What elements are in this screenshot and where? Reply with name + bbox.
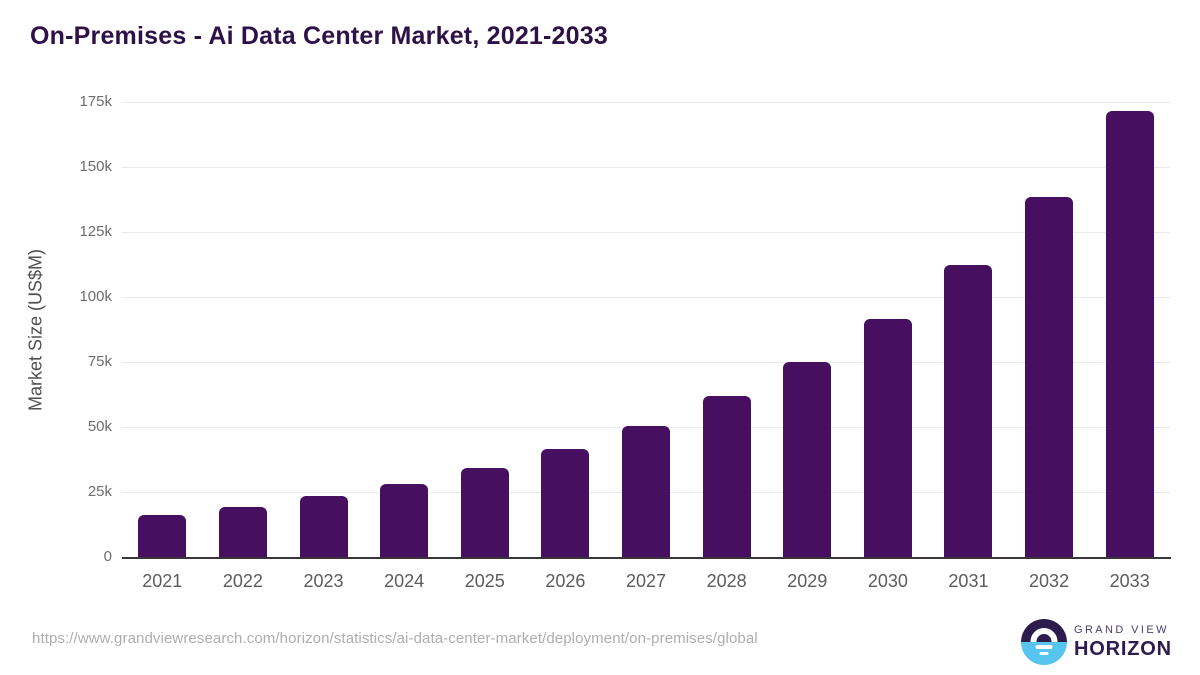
- bar-2028: [702, 396, 751, 557]
- x-tick-label: 2027: [625, 571, 667, 591]
- y-tick-label: 75k: [87, 353, 112, 370]
- gridline: [122, 232, 1170, 233]
- sun-reflection-line-icon: [1035, 645, 1053, 649]
- x-tick-label: 2033: [1109, 571, 1150, 591]
- sun-reflection-line-icon: [1039, 652, 1049, 655]
- horizon-logo-icon: [1021, 619, 1067, 665]
- gridline: [122, 102, 1170, 103]
- x-tick-label: 2022: [222, 571, 263, 591]
- x-tick-label: 2031: [948, 571, 989, 591]
- plot-area: [122, 102, 1170, 557]
- x-axis-line: [122, 557, 1171, 559]
- bar-2027: [622, 425, 670, 557]
- brand-name: GRAND VIEW: [1074, 624, 1169, 636]
- gridline: [122, 297, 1170, 298]
- bar-2023: [299, 496, 348, 557]
- bar-2031: [944, 264, 993, 557]
- y-tick-label: 150k: [79, 158, 112, 175]
- x-tick-label: 2023: [303, 571, 344, 591]
- y-tick-label: 0: [103, 548, 112, 565]
- y-tick-label: 175k: [79, 93, 112, 110]
- bar-2021: [138, 515, 187, 557]
- y-tick-label: 50k: [87, 418, 112, 435]
- x-tick-label: 2021: [142, 571, 183, 591]
- bar-2032: [1025, 197, 1074, 557]
- x-tick-label: 2025: [464, 571, 505, 591]
- page-title: On-Premises - Ai Data Center Market, 202…: [30, 22, 608, 50]
- y-tick-label: 25k: [87, 483, 112, 500]
- x-tick-label: 2028: [706, 571, 747, 591]
- sun-icon: [1030, 628, 1058, 642]
- x-tick-label: 2030: [867, 571, 908, 591]
- bar-2025: [460, 468, 509, 557]
- x-tick-label: 2026: [545, 571, 586, 591]
- source-url: https://www.grandviewresearch.com/horizo…: [32, 630, 758, 647]
- bar-2026: [541, 449, 590, 557]
- bar-2033: [1105, 111, 1154, 557]
- y-tick-label: 125k: [79, 223, 112, 240]
- bar-2024: [380, 484, 429, 557]
- gridline: [122, 167, 1170, 168]
- x-tick-label: 2032: [1029, 571, 1070, 591]
- brand-text: GRAND VIEW HORIZON: [1074, 624, 1172, 661]
- bar-2022: [218, 506, 267, 557]
- bar-2030: [863, 319, 912, 557]
- x-tick-label: 2029: [787, 571, 828, 591]
- x-tick-label: 2024: [384, 571, 425, 591]
- y-tick-label: 100k: [79, 288, 112, 305]
- brand-logo: GRAND VIEW HORIZON: [1021, 618, 1171, 666]
- brand-product: HORIZON: [1074, 638, 1172, 660]
- bar-2029: [783, 362, 832, 557]
- gridline: [122, 362, 1170, 363]
